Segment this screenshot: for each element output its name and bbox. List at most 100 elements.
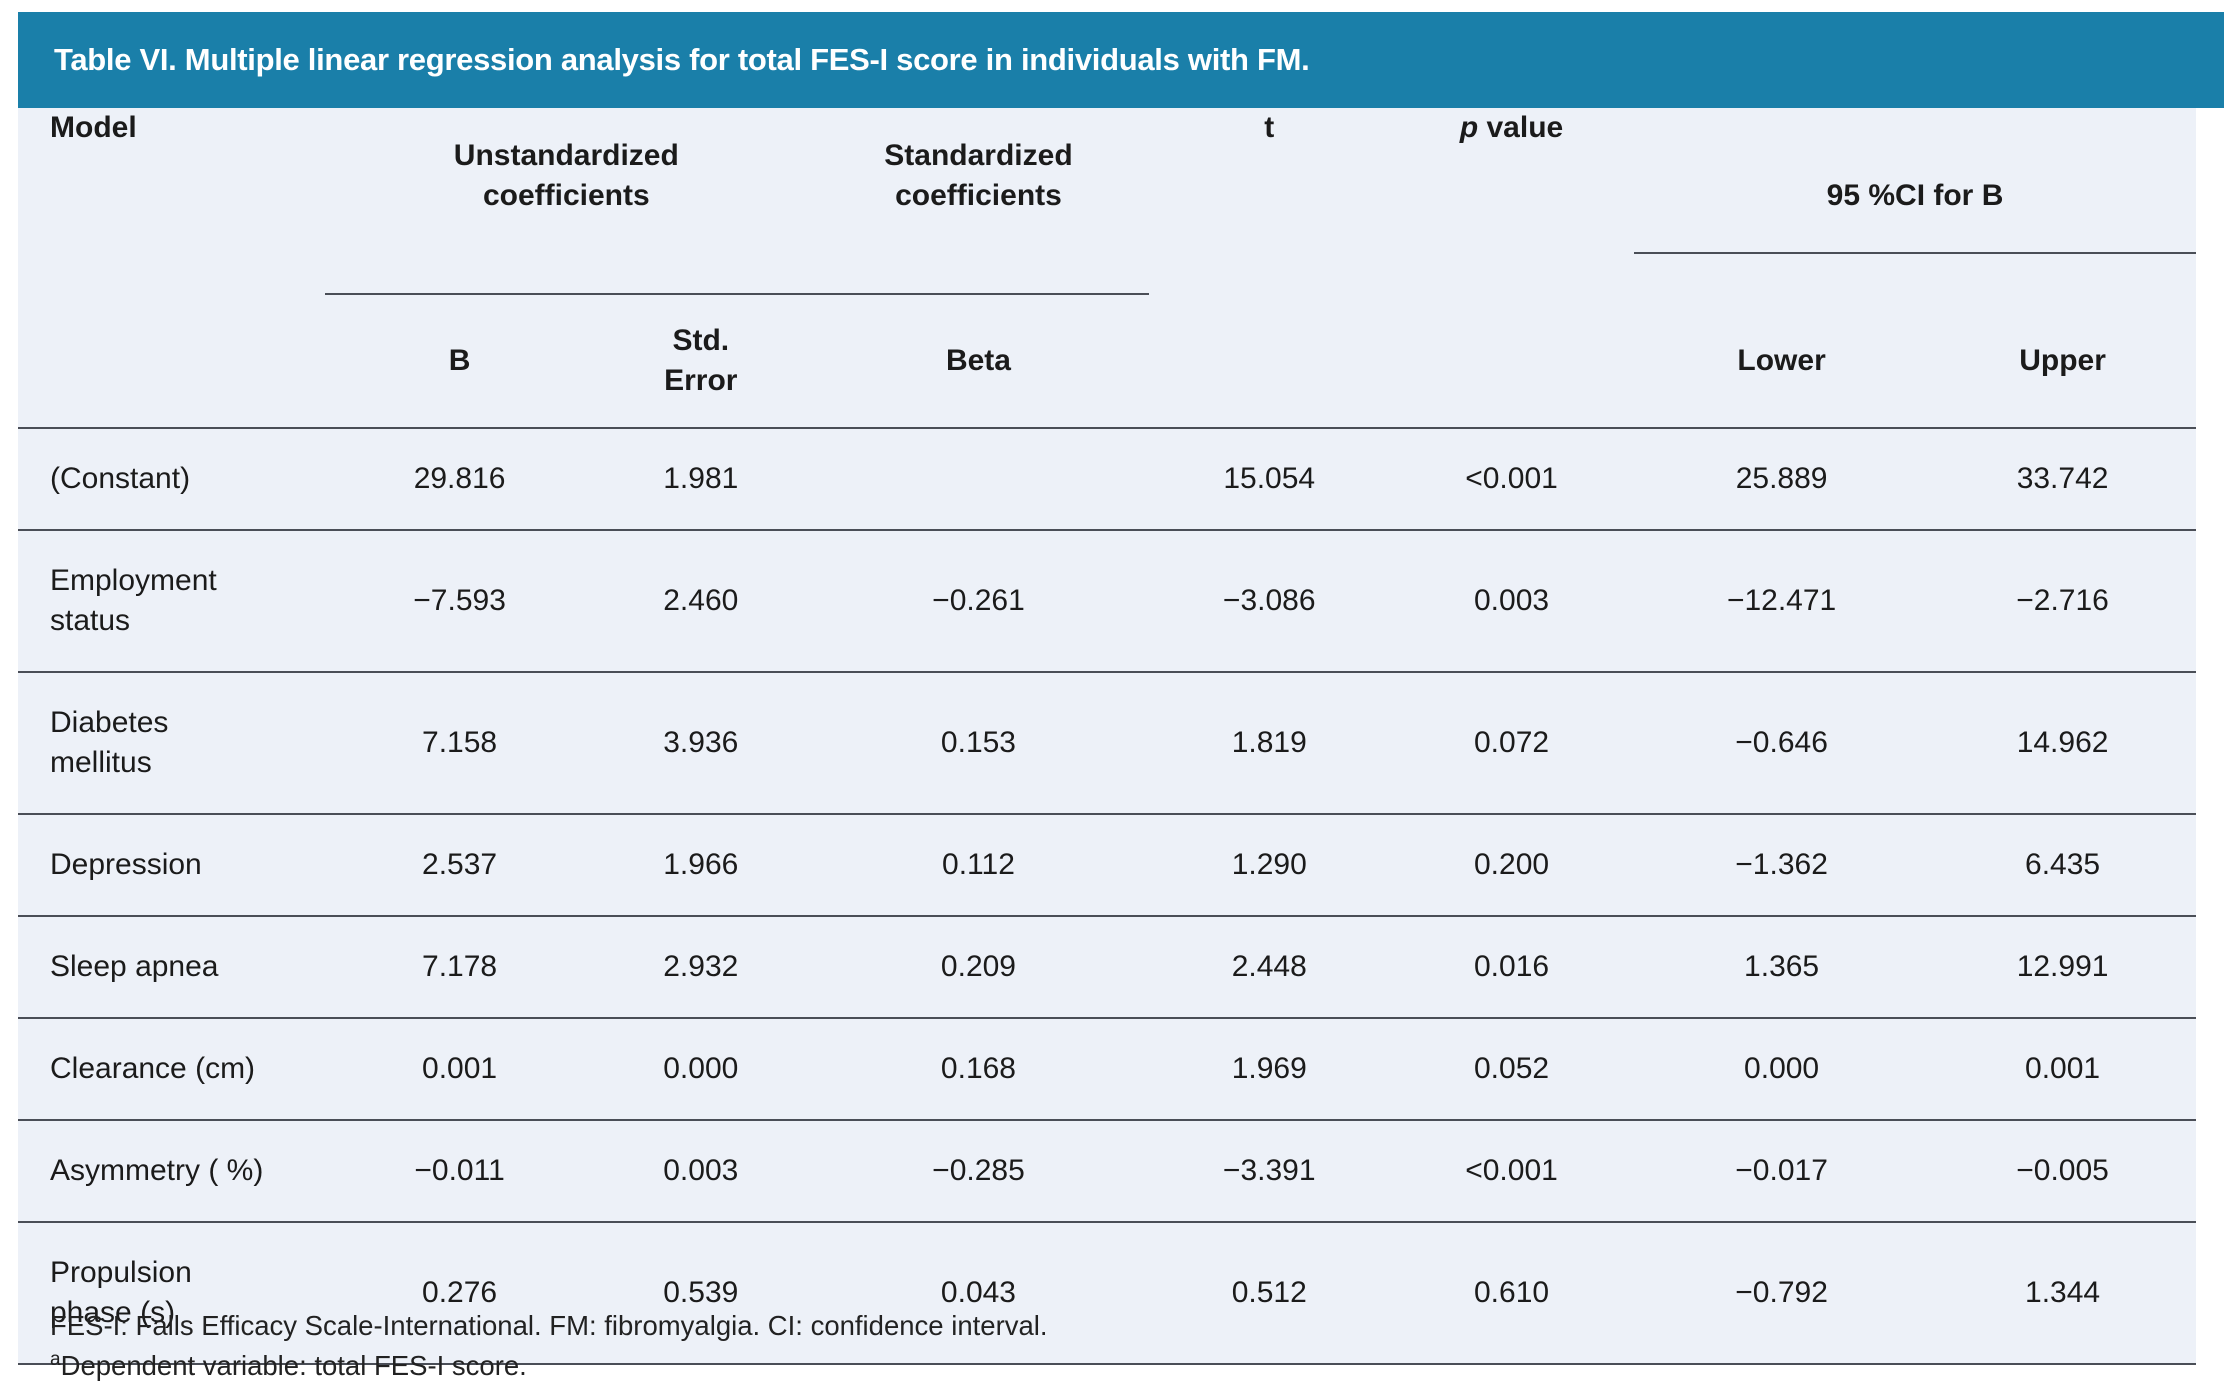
header-group-standardized: Standardized coefficients xyxy=(807,108,1150,295)
footnote-abbreviations: FES-I: Falls Efficacy Scale-Internationa… xyxy=(50,1310,1048,1341)
table-title: Table VI. Multiple linear regression ana… xyxy=(54,42,1310,77)
cell-std-error: 0.003 xyxy=(594,1119,808,1222)
header-group-ci-label: 95 %CI for B xyxy=(1634,176,2196,254)
cell-lower: −1.362 xyxy=(1634,813,1930,916)
cell-beta: 0.168 xyxy=(807,1017,1150,1120)
cell-p: 0.003 xyxy=(1389,529,1635,672)
cell-b: 29.816 xyxy=(413,462,506,495)
cell-std-error: 0.000 xyxy=(594,1017,808,1120)
cell-beta: 0.043 xyxy=(807,1221,1150,1365)
cell-std-error: 2.932 xyxy=(594,915,808,1018)
cell-upper: 0.001 xyxy=(1929,1017,2196,1120)
cell-lower: −0.017 xyxy=(1634,1119,1930,1222)
cell-p: 0.610 xyxy=(1389,1221,1635,1365)
table-row-diabetes-mellitus: Diabetes mellitus 7.158 3.936 0.153 1.81… xyxy=(18,671,2196,814)
header-lower: Lower xyxy=(1634,294,1930,429)
cell-model: Depression xyxy=(18,813,326,916)
header-upper: Upper xyxy=(1929,294,2196,429)
cell-std-error: 1.981 xyxy=(663,462,739,495)
table-row-clearance: Clearance (cm) 0.001 0.000 0.168 1.969 0… xyxy=(18,1017,2196,1120)
cell-model: Asymmetry ( %) xyxy=(18,1119,326,1222)
cell-p: 0.052 xyxy=(1389,1017,1635,1120)
cell-b: 0.001 xyxy=(325,1017,595,1120)
cell-p: 0.016 xyxy=(1389,915,1635,1018)
cell-std-error: 1.966 xyxy=(594,813,808,916)
header-sub-row: B Std. Error Beta Lower Upper xyxy=(18,294,2196,429)
cell-t: 0.512 xyxy=(1149,1221,1390,1365)
cell-std-error: 0.539 xyxy=(594,1221,808,1365)
regression-table-container: Model Unstandardized coefficients Standa… xyxy=(18,108,2196,1365)
cell-lower: 0.000 xyxy=(1634,1017,1930,1120)
cell-upper: 1.344 xyxy=(1929,1221,2196,1365)
cell-b: 0.276 xyxy=(325,1221,595,1365)
cell-b: −0.011 xyxy=(325,1119,595,1222)
header-p-rest: value xyxy=(1478,111,1564,144)
table-row-asymmetry: Asymmetry ( %) −0.011 0.003 −0.285 −3.39… xyxy=(18,1119,2196,1222)
cell-beta: 0.112 xyxy=(807,813,1150,916)
cell-lower: 1.365 xyxy=(1634,915,1930,1018)
header-model: Model xyxy=(18,108,326,429)
cell-lower: −0.792 xyxy=(1634,1221,1930,1365)
cell-lower: −0.646 xyxy=(1634,671,1930,814)
cell-beta: −0.261 xyxy=(807,529,1150,672)
header-t: t xyxy=(1149,108,1390,429)
cell-upper: −2.716 xyxy=(1929,529,2196,672)
cell-lower: 25.889 xyxy=(1735,462,1828,495)
cell-t: −3.086 xyxy=(1149,529,1390,672)
cell-model: Propulsion phase (s) xyxy=(18,1221,326,1365)
table-title-bar: Table VI. Multiple linear regression ana… xyxy=(18,12,2224,108)
header-b: B xyxy=(325,294,595,429)
cell-model: Diabetes mellitus xyxy=(18,671,326,814)
cell-b: 7.158 xyxy=(325,671,595,814)
cell-p: 0.200 xyxy=(1389,813,1635,916)
cell-model: Employment status xyxy=(18,529,326,672)
footnote-superscript-a: a xyxy=(50,1348,61,1370)
cell-t: 1.969 xyxy=(1149,1017,1390,1120)
cell-b: 7.178 xyxy=(325,915,595,1018)
cell-p: <0.001 xyxy=(1465,462,1558,495)
cell-t: 2.448 xyxy=(1149,915,1390,1018)
cell-std-error: 2.460 xyxy=(594,529,808,672)
cell-lower: −12.471 xyxy=(1634,529,1930,672)
cell-upper: −0.005 xyxy=(1929,1119,2196,1222)
cell-upper: 12.991 xyxy=(1929,915,2196,1018)
header-p-value: p value xyxy=(1389,108,1635,429)
cell-beta: −0.285 xyxy=(807,1119,1150,1222)
cell-std-error: 3.936 xyxy=(594,671,808,814)
header-beta: Beta xyxy=(807,294,1150,429)
cell-beta: 0.153 xyxy=(807,671,1150,814)
cell-model: Sleep apnea xyxy=(18,915,326,1018)
table-row-propulsion-phase: Propulsion phase (s) 0.276 0.539 0.043 0… xyxy=(18,1221,2196,1365)
table-body: (Constant) 29.816 1.981 15.054 <0.001 25… xyxy=(18,428,2196,1365)
cell-upper: 33.742 xyxy=(2016,462,2109,495)
cell-p: <0.001 xyxy=(1389,1119,1635,1222)
footnote-dependent-variable-text: Dependent variable: total FES-I score. xyxy=(60,1350,527,1381)
table-row-depression: Depression 2.537 1.966 0.112 1.290 0.200… xyxy=(18,813,2196,916)
table-row-constant: (Constant) 29.816 1.981 15.054 <0.001 25… xyxy=(18,428,2196,530)
table-row-sleep-apnea: Sleep apnea 7.178 2.932 0.209 2.448 0.01… xyxy=(18,915,2196,1018)
cell-t: −3.391 xyxy=(1149,1119,1390,1222)
cell-beta xyxy=(808,428,1150,530)
cell-model: Clearance (cm) xyxy=(18,1017,326,1120)
cell-beta: 0.209 xyxy=(807,915,1150,1018)
footnote-dependent-variable: aDependent variable: total FES-I score. xyxy=(50,1346,1048,1386)
cell-t: 1.290 xyxy=(1149,813,1390,916)
cell-t: 1.819 xyxy=(1149,671,1390,814)
cell-b: −7.593 xyxy=(325,529,595,672)
header-group-ci: 95 %CI for B xyxy=(1634,108,2196,294)
table-header: Model Unstandardized coefficients Standa… xyxy=(18,108,2196,429)
table-row-employment-status: Employment status −7.593 2.460 −0.261 −3… xyxy=(18,529,2196,672)
cell-b: 2.537 xyxy=(325,813,595,916)
cell-model: (Constant) xyxy=(50,462,191,495)
regression-table: Model Unstandardized coefficients Standa… xyxy=(18,108,2196,1365)
header-std-error: Std. Error xyxy=(594,294,808,429)
cell-t: 15.054 xyxy=(1223,462,1316,495)
header-group-unstandardized: Unstandardized coefficients xyxy=(325,108,808,295)
header-group-row: Model Unstandardized coefficients Standa… xyxy=(18,108,2196,429)
cell-upper: 14.962 xyxy=(1929,671,2196,814)
cell-p: 0.072 xyxy=(1389,671,1635,814)
header-p-italic: p xyxy=(1459,111,1479,144)
footnotes: FES-I: Falls Efficacy Scale-Internationa… xyxy=(50,1306,1048,1386)
cell-upper: 6.435 xyxy=(1929,813,2196,916)
